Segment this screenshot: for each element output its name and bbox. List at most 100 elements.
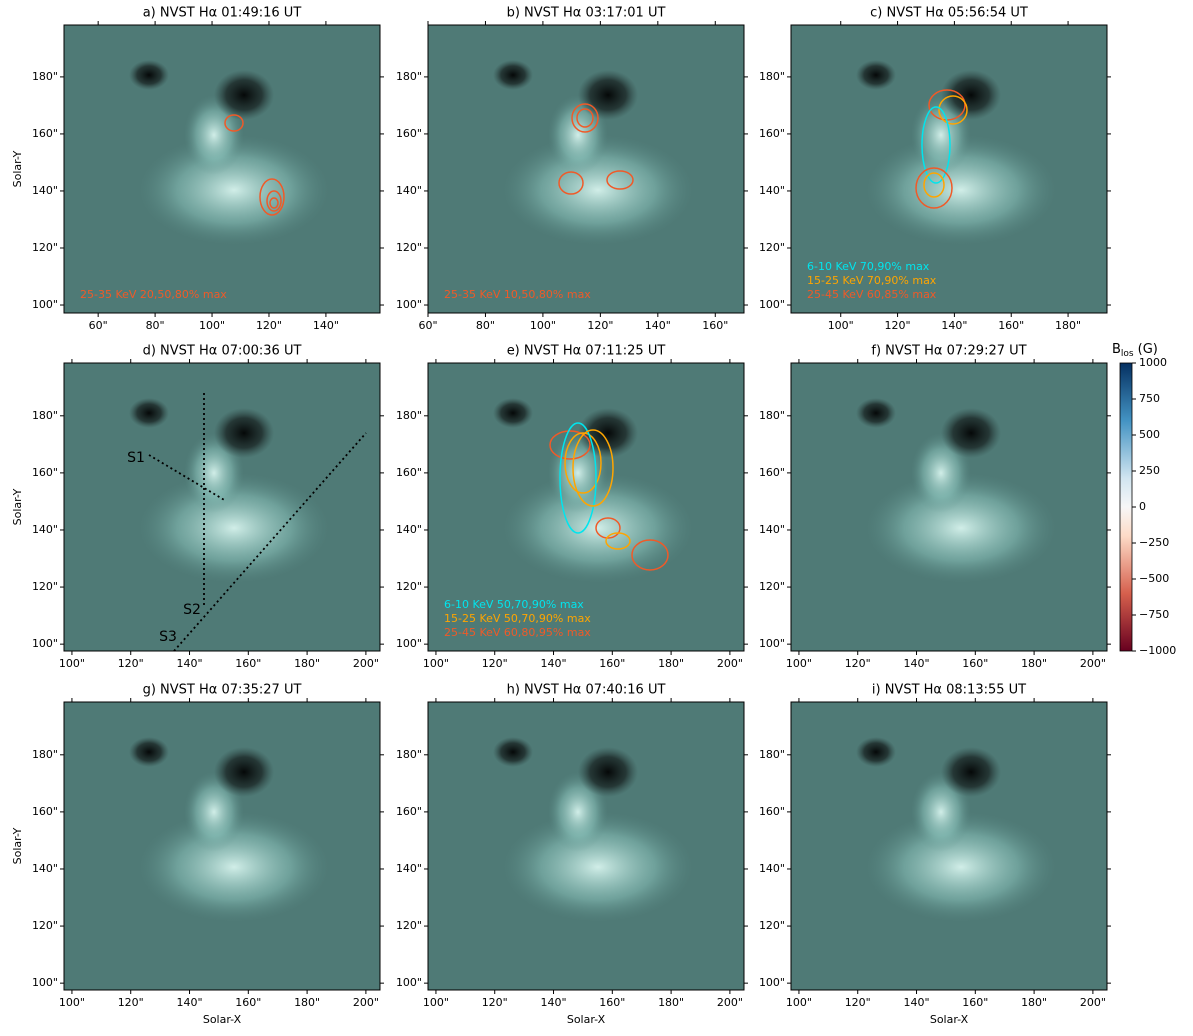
x-tick-label: 200": [353, 996, 379, 1009]
x-tick-label: 200": [353, 657, 379, 670]
panel: i) NVST Hα 08:13:55 UT100"120"140"160"18…: [759, 683, 1111, 1027]
legend-text: 25-45 KeV 60,85% max: [807, 288, 937, 301]
y-tick-label: 100": [759, 298, 785, 311]
panel-title: h) NVST Hα 07:40:16 UT: [507, 683, 666, 698]
sunspot: [129, 60, 169, 90]
x-tick-label: 80": [146, 319, 165, 332]
panel-title: i) NVST Hα 08:13:55 UT: [872, 683, 1026, 698]
colorbar-tick-label: −500: [1139, 572, 1169, 585]
x-axis-label: Solar-X: [203, 1013, 242, 1026]
sunspot: [856, 398, 896, 428]
panel: h) NVST Hα 07:40:16 UT 100" 120" 140" 160" 18…: [396, 683, 748, 1027]
panel-title: a) NVST Hα 01:49:16 UT: [143, 6, 302, 21]
colorbar: [1120, 363, 1132, 651]
x-tick-label: 120": [482, 996, 508, 1009]
colorbar-tick-label: −1000: [1139, 644, 1176, 657]
panel-title: d) NVST Hα 07:00:36 UT: [143, 344, 302, 359]
x-tick-label: 160": [962, 996, 988, 1009]
y-tick-label: 180": [32, 748, 58, 761]
sunspot: [941, 408, 1001, 458]
y-tick-label: 180": [32, 409, 58, 422]
y-tick-label: 140": [759, 862, 785, 875]
legend-text: 25-35 KeV 10,50,80% max: [444, 288, 591, 301]
x-tick-label: 180": [294, 996, 320, 1009]
x-tick-label: 120": [885, 319, 911, 332]
x-tick-label: 140": [903, 657, 929, 670]
x-tick-label: 140": [941, 319, 967, 332]
page: {"chart_data": [ {"type": "image", "titl…: [0, 0, 1193, 1036]
x-tick-label: 160": [599, 996, 625, 1009]
y-tick-label: 140": [32, 523, 58, 536]
sunspot: [493, 737, 533, 767]
x-axis-label: Solar-X: [930, 1013, 969, 1026]
x-tick-label: 160": [235, 996, 261, 1009]
x-tick-label: 100": [59, 996, 85, 1009]
x-tick-label: 100": [423, 657, 449, 670]
y-tick-label: 120": [396, 580, 422, 593]
legend-text: 25-35 KeV 20,50,80% max: [80, 288, 227, 301]
x-tick-label: 200": [1080, 657, 1106, 670]
x-tick-label: 160": [235, 657, 261, 670]
y-tick-label: 120": [759, 241, 785, 254]
x-tick-label: 80": [476, 319, 495, 332]
panel: b) NVST Hα 03:17:01 UT60"80"100"120"140"…: [396, 6, 748, 333]
y-tick-label: 120": [759, 580, 785, 593]
x-tick-label: 120": [845, 996, 871, 1009]
colorbar-tick-label: −750: [1139, 608, 1169, 621]
panels: a) NVST Hα 01:49:16 UT 60" 80" 100" 120" 140"…: [11, 6, 1176, 1027]
y-tick-label: 180": [396, 748, 422, 761]
slit-label: S3: [159, 629, 177, 645]
y-tick-label: 160": [32, 127, 58, 140]
y-tick-label: 140": [32, 184, 58, 197]
x-tick-label: 100": [530, 319, 556, 332]
y-tick-label: 100": [396, 298, 422, 311]
sunspot: [941, 70, 1001, 120]
panel-title: f) NVST Hα 07:29:27 UT: [871, 344, 1026, 359]
x-tick-label: 60": [418, 319, 437, 332]
colorbar-label-part: (G): [1138, 342, 1158, 357]
x-tick-label: 180": [294, 657, 320, 670]
x-tick-label: 160": [962, 657, 988, 670]
y-tick-label: 120": [759, 919, 785, 932]
x-tick-label: 60": [89, 319, 108, 332]
y-axis-label: Solar-Y: [11, 488, 24, 525]
legend-text: 6-10 KeV 70,90% max: [807, 260, 930, 273]
x-tick-label: 140": [176, 657, 202, 670]
panel-title: g) NVST Hα 07:35:27 UT: [143, 683, 302, 698]
sunspot: [493, 398, 533, 428]
x-tick-label: 120": [118, 996, 144, 1009]
y-tick-label: 160": [32, 805, 58, 818]
panel: f) NVST Hα 07:29:27 UT100"120"140"160"18…: [759, 342, 1176, 671]
sunspot: [214, 408, 274, 458]
x-tick-label: 160": [998, 319, 1024, 332]
y-tick-label: 160": [396, 805, 422, 818]
y-tick-label: 120": [32, 919, 58, 932]
x-tick-label: 200": [717, 657, 743, 670]
x-tick-label: 100": [828, 319, 854, 332]
x-tick-label: 140": [540, 996, 566, 1009]
panel: g) NVST Hα 07:35:27 UT 100" 120" 140" 160" 18…: [11, 683, 384, 1027]
y-tick-label: 100": [396, 976, 422, 989]
panel: d) NVST Hα 07:00:36 UT100"120"140"160"18…: [11, 344, 384, 671]
colorbar-tick-label: 500: [1139, 428, 1160, 441]
x-tick-label: 120": [256, 319, 282, 332]
y-axis-label: Solar-Y: [11, 827, 24, 864]
x-tick-label: 160": [599, 657, 625, 670]
x-tick-label: 120": [845, 657, 871, 670]
slit-label: S2: [183, 602, 201, 618]
sunspot: [214, 70, 274, 120]
x-tick-label: 140": [176, 996, 202, 1009]
y-tick-label: 180": [759, 748, 785, 761]
x-tick-label: 140": [313, 319, 339, 332]
colorbar-label-part: B: [1112, 342, 1121, 357]
x-tick-label: 140": [540, 657, 566, 670]
y-tick-label: 180": [759, 409, 785, 422]
legend-text: 25-45 KeV 60,80,95% max: [444, 626, 591, 639]
y-tick-label: 160": [396, 127, 422, 140]
x-tick-label: 140": [645, 319, 671, 332]
y-tick-label: 140": [396, 862, 422, 875]
sunspot: [856, 60, 896, 90]
x-tick-label: 100": [59, 657, 85, 670]
sunspot: [214, 747, 274, 797]
x-tick-label: 180": [1021, 657, 1047, 670]
